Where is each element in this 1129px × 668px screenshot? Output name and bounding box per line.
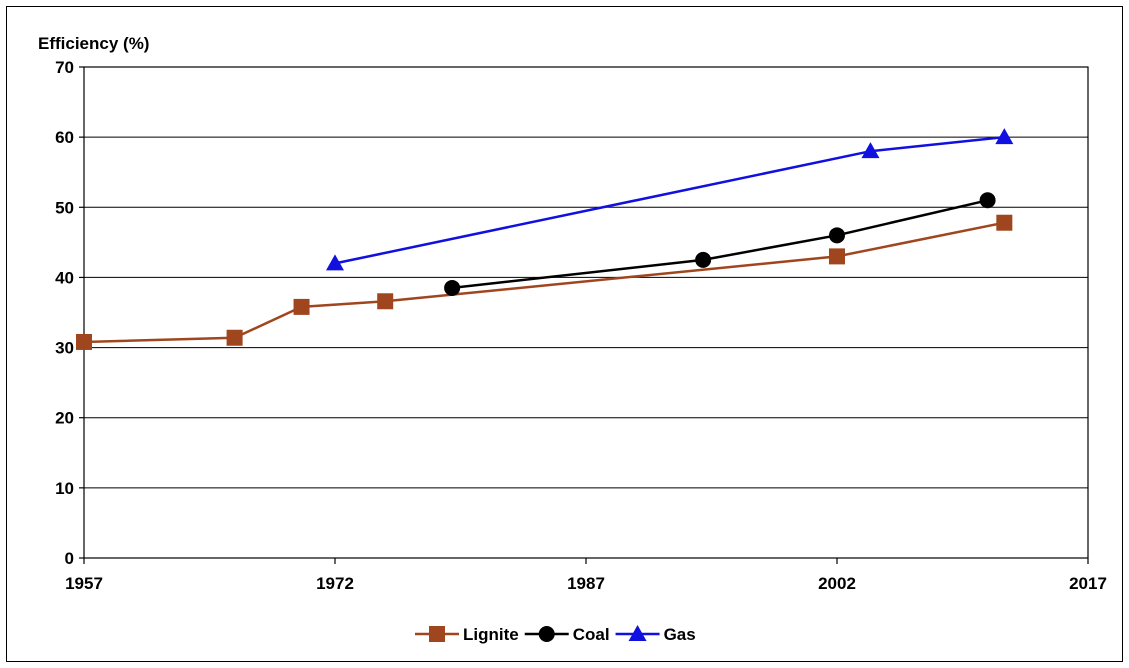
legend-marker-gas [628, 625, 647, 641]
x-tick-label-1972: 1972 [316, 574, 354, 593]
series-line-coal [451, 199, 988, 290]
plot-area [83, 66, 1089, 559]
point-coal-0 [444, 279, 461, 296]
point-gas-0 [326, 254, 344, 271]
series-line-lignite [83, 221, 1005, 344]
y-tick-label-30: 30 [55, 339, 74, 358]
x-tick-label-2017: 2017 [1069, 574, 1107, 593]
point-lignite-1 [226, 329, 243, 346]
y-tick-label-60: 60 [55, 128, 74, 147]
point-coal-3 [979, 192, 996, 209]
y-tick-label-20: 20 [55, 409, 74, 428]
x-tick-label-1987: 1987 [567, 574, 605, 593]
point-lignite-4 [829, 248, 845, 265]
point-lignite-0 [76, 333, 92, 350]
y-tick-label-40: 40 [55, 268, 74, 287]
y-tick-label-50: 50 [55, 198, 74, 217]
point-gas-2 [995, 128, 1014, 145]
legend-marker-lignite [429, 626, 445, 642]
y-axis-title: Efficiency (%) [38, 34, 149, 53]
x-tick-label-1957: 1957 [65, 574, 103, 593]
point-coal-2 [829, 227, 845, 244]
legend-label-gas: Gas [664, 625, 696, 644]
legend-label-coal: Coal [573, 625, 610, 644]
point-lignite-5 [996, 214, 1013, 231]
point-lignite-3 [377, 293, 394, 310]
legend-label-lignite: Lignite [463, 625, 519, 644]
y-tick-label-10: 10 [55, 479, 74, 498]
point-gas-1 [861, 142, 880, 159]
series [76, 128, 1014, 350]
gridlines [84, 136, 1088, 489]
point-lignite-2 [293, 298, 310, 315]
legend-marker-coal [538, 626, 555, 642]
y-tick-label-70: 70 [55, 58, 74, 77]
legend: Lignite Coal Gas [415, 625, 696, 644]
x-tick-label-2002: 2002 [818, 574, 856, 593]
y-tick-label-0: 0 [65, 549, 74, 568]
point-coal-1 [695, 251, 712, 268]
axes: 0 10 20 30 40 50 60 70 1957 1972 1987 2002 2017 [55, 58, 1107, 593]
